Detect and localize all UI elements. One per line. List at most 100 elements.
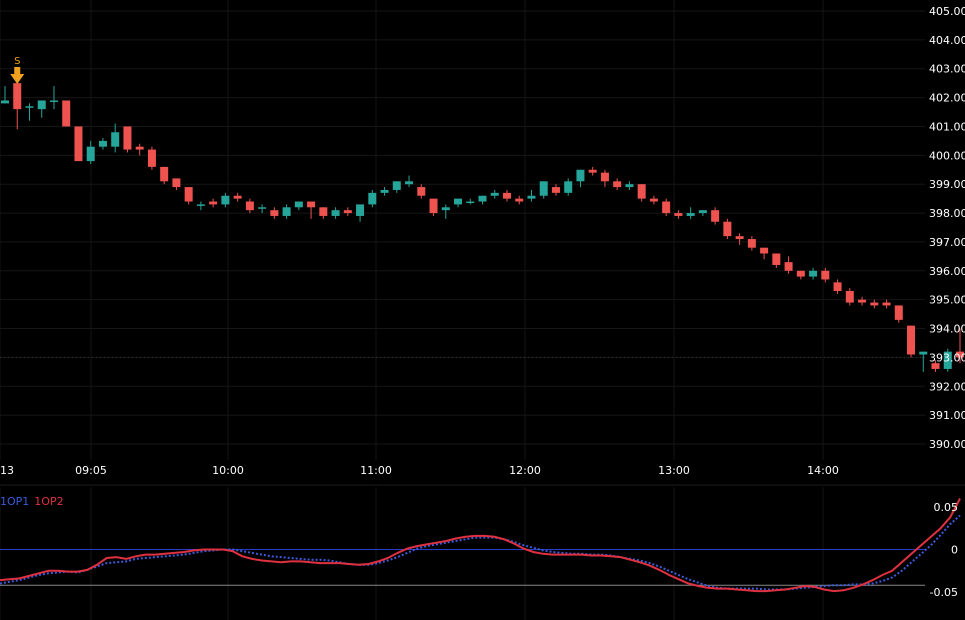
candle-body[interactable] — [833, 282, 842, 292]
candle-body[interactable] — [919, 351, 928, 355]
candle-body[interactable] — [270, 210, 279, 216]
candle-body[interactable] — [392, 181, 401, 190]
candle-body[interactable] — [380, 189, 389, 193]
candle-body[interactable] — [870, 302, 879, 306]
1OP2-line — [0, 498, 961, 593]
candle-body[interactable] — [294, 201, 303, 208]
price-tick-label: 393.00 — [929, 351, 965, 364]
candle-body[interactable] — [356, 204, 365, 216]
candle-body[interactable] — [907, 325, 916, 355]
candle-body[interactable] — [319, 207, 328, 216]
candle-body[interactable] — [760, 247, 769, 254]
candle-body[interactable] — [196, 204, 205, 206]
candle-body[interactable] — [956, 351, 964, 358]
candle-body[interactable] — [1, 100, 9, 104]
price-axis[interactable]: 405.00 404.00 403.00 402.00 401.00 400.00 399.… — [0, 5, 965, 451]
price-tick-label: 390.00 — [929, 438, 965, 451]
candle-body[interactable] — [233, 195, 242, 199]
candlestick-series[interactable] — [1, 83, 964, 372]
candle-body[interactable] — [466, 201, 475, 204]
price-tick-label: 401.00 — [929, 120, 965, 133]
osc-tick-label: 0.05 — [934, 501, 959, 514]
candle-body[interactable] — [429, 198, 438, 214]
candle-body[interactable] — [502, 192, 511, 199]
candle-body[interactable] — [894, 305, 903, 320]
price-tick-label: 403.00 — [929, 63, 965, 76]
candle-body[interactable] — [454, 198, 463, 205]
candle-body[interactable] — [551, 187, 560, 193]
candle-body[interactable] — [147, 149, 156, 167]
candle-body[interactable] — [13, 83, 22, 110]
candle-body[interactable] — [37, 100, 46, 110]
candle-body[interactable] — [821, 270, 830, 280]
candle-body[interactable] — [343, 210, 352, 214]
candle-body[interactable] — [111, 132, 120, 147]
time-axis[interactable]: 13 09:05 10:00 11:00 12:00 13:00 14:00 — [0, 464, 839, 477]
osc-tick-label: -0.05 — [930, 586, 958, 599]
candle-body[interactable] — [490, 192, 499, 196]
candle-body[interactable] — [527, 195, 536, 199]
candle-body[interactable] — [539, 181, 548, 196]
candle-body[interactable] — [796, 270, 805, 277]
price-tick-label: 395.00 — [929, 294, 965, 307]
candle-body[interactable] — [184, 187, 193, 202]
candle-body[interactable] — [331, 210, 340, 216]
candle-body[interactable] — [123, 126, 132, 150]
time-tick-label: 10:00 — [212, 464, 244, 477]
candle-body[interactable] — [478, 195, 487, 202]
candle-body[interactable] — [515, 198, 524, 202]
candle-body[interactable] — [698, 210, 707, 214]
candle-body[interactable] — [258, 207, 267, 209]
candle-body[interactable] — [307, 201, 316, 208]
candle-body[interactable] — [209, 201, 218, 205]
candle-body[interactable] — [882, 302, 891, 306]
candle-body[interactable] — [845, 291, 854, 303]
candle-body[interactable] — [245, 201, 254, 211]
candle-body[interactable] — [98, 140, 107, 147]
candle-body[interactable] — [135, 146, 144, 150]
candle-body[interactable] — [662, 201, 671, 214]
candle-body[interactable] — [441, 207, 450, 211]
candle-body[interactable] — [160, 166, 169, 182]
candle-body[interactable] — [588, 169, 597, 173]
candle-body[interactable] — [674, 213, 683, 216]
candle-body[interactable] — [711, 210, 720, 222]
candle-body[interactable] — [943, 351, 952, 369]
candle-body[interactable] — [564, 181, 573, 193]
price-tick-label: 392.00 — [929, 380, 965, 393]
candle-body[interactable] — [931, 363, 940, 369]
time-tick-label: 09:05 — [75, 464, 107, 477]
candle-body[interactable] — [613, 181, 622, 188]
candle-body[interactable] — [282, 207, 291, 216]
candle-body[interactable] — [221, 195, 230, 205]
candle-body[interactable] — [576, 169, 585, 182]
candle-body[interactable] — [649, 198, 658, 202]
candle-body[interactable] — [723, 221, 732, 237]
candle-body[interactable] — [368, 192, 377, 205]
candle-body[interactable] — [86, 146, 95, 162]
oscillator-pane[interactable] — [0, 498, 961, 593]
candle-body[interactable] — [25, 106, 34, 108]
candle-body[interactable] — [772, 253, 781, 266]
candle-body[interactable] — [74, 126, 83, 162]
candle-body[interactable] — [625, 184, 634, 188]
price-tick-label: 404.00 — [929, 34, 965, 47]
candle-body[interactable] — [747, 239, 756, 248]
candle-body[interactable] — [735, 236, 744, 240]
candle-body[interactable] — [62, 100, 71, 127]
candle-body[interactable] — [172, 178, 181, 188]
legend-entry: 1OP1 — [0, 495, 29, 508]
candle-body[interactable] — [49, 100, 58, 102]
1OP1-line — [0, 514, 961, 591]
candle-body[interactable] — [417, 187, 426, 196]
candle-body[interactable] — [809, 270, 818, 277]
candle-body[interactable] — [600, 172, 609, 182]
price-tick-label: 405.00 — [929, 5, 965, 18]
candle-body[interactable] — [686, 213, 695, 216]
candle-body[interactable] — [405, 181, 414, 185]
candle-body[interactable] — [637, 184, 646, 199]
candle-body[interactable] — [858, 299, 867, 303]
candle-body[interactable] — [784, 262, 793, 271]
time-tick-label: 11:00 — [360, 464, 392, 477]
